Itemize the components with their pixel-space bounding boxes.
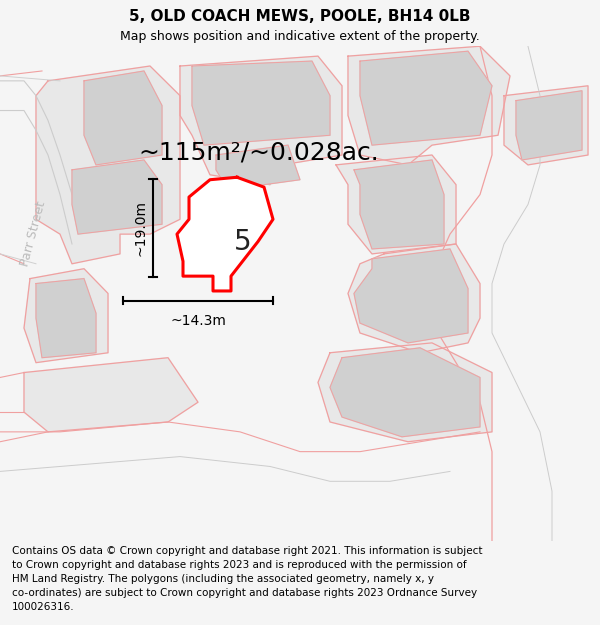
Polygon shape [204,187,249,244]
Polygon shape [192,61,330,145]
Polygon shape [354,160,444,249]
Polygon shape [24,269,108,362]
Polygon shape [318,343,492,442]
Text: ~19.0m: ~19.0m [134,200,148,256]
Text: ~115m²/~0.028ac.: ~115m²/~0.028ac. [138,141,379,164]
Polygon shape [180,56,342,184]
Polygon shape [330,348,480,437]
Polygon shape [36,279,96,358]
Polygon shape [72,160,162,234]
Text: Map shows position and indicative extent of the property.: Map shows position and indicative extent… [120,30,480,43]
Text: 5, OLD COACH MEWS, POOLE, BH14 0LB: 5, OLD COACH MEWS, POOLE, BH14 0LB [129,9,471,24]
Polygon shape [336,155,456,254]
Polygon shape [24,357,198,432]
Text: ~14.3m: ~14.3m [170,314,226,328]
Polygon shape [84,71,162,165]
Polygon shape [516,91,582,160]
Polygon shape [354,249,468,343]
Text: Contains OS data © Crown copyright and database right 2021. This information is : Contains OS data © Crown copyright and d… [12,546,482,556]
Polygon shape [216,145,300,189]
Polygon shape [177,177,273,291]
Polygon shape [360,51,492,145]
Text: to Crown copyright and database rights 2023 and is reproduced with the permissio: to Crown copyright and database rights 2… [12,560,467,570]
Polygon shape [348,46,510,165]
Text: 100026316.: 100026316. [12,602,74,612]
Text: 5: 5 [234,228,252,256]
Text: HM Land Registry. The polygons (including the associated geometry, namely x, y: HM Land Registry. The polygons (includin… [12,574,434,584]
Polygon shape [348,244,480,352]
Text: Parr Street: Parr Street [18,200,48,268]
Text: co-ordinates) are subject to Crown copyright and database rights 2023 Ordnance S: co-ordinates) are subject to Crown copyr… [12,588,477,598]
Polygon shape [504,86,588,165]
Polygon shape [36,66,180,264]
